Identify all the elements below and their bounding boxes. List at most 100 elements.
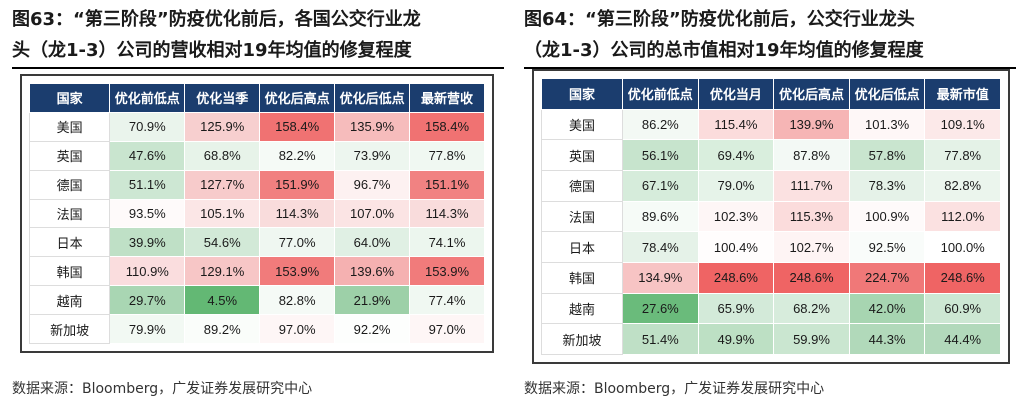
right-figure-panel: 图64：“第三阶段”防疫优化前后，公交行业龙头 （龙1-3）公司的总市值相对19… — [524, 0, 1016, 397]
column-header: 优化当季 — [184, 83, 261, 113]
table-row: 新加坡 51.4% 49.9% 59.9% 44.3% 44.4% — [540, 323, 1001, 355]
value-cell: 151.1% — [409, 169, 485, 200]
left-title-line1: 图63：“第三阶段”防疫优化前后，各国公交行业龙 — [12, 9, 421, 30]
table-row: 英国 56.1% 69.4% 87.8% 57.8% 77.8% — [540, 139, 1001, 171]
value-cell: 125.9% — [184, 111, 261, 142]
value-cell: 153.9% — [409, 256, 485, 287]
header-row: 国家 优化前低点 优化当月 优化后高点 优化后低点 最新市值 — [540, 78, 1001, 110]
value-cell: 42.0% — [848, 292, 926, 325]
table-row: 德国 51.1% 127.7% 151.9% 96.7% 151.1% — [28, 169, 485, 200]
country-cell: 英国 — [28, 140, 111, 171]
column-header: 最新市值 — [924, 78, 1001, 110]
value-cell: 151.9% — [259, 169, 336, 200]
right-source-note: 数据来源：Bloomberg，广发证券发展研究中心 — [524, 381, 825, 397]
country-cell: 德国 — [540, 169, 624, 202]
value-cell: 97.0% — [409, 314, 485, 344]
header-row: 国家 优化前低点 优化当季 优化后高点 优化后低点 最新营收 — [28, 83, 485, 113]
value-cell: 47.6% — [109, 140, 186, 171]
value-cell: 134.9% — [622, 261, 699, 294]
value-cell: 96.7% — [334, 169, 411, 200]
value-cell: 68.8% — [184, 140, 261, 171]
value-cell: 102.3% — [697, 200, 775, 233]
country-cell: 日本 — [28, 227, 111, 258]
value-cell: 60.9% — [924, 292, 1001, 325]
value-cell: 51.1% — [109, 169, 186, 200]
value-cell: 93.5% — [109, 198, 186, 229]
value-cell: 89.6% — [622, 200, 699, 233]
country-cell: 美国 — [28, 111, 111, 142]
column-header: 优化后高点 — [773, 78, 850, 110]
table-row: 新加坡 79.9% 89.2% 97.0% 92.2% 97.0% — [28, 314, 485, 344]
value-cell: 248.6% — [924, 261, 1001, 294]
country-cell: 日本 — [540, 231, 624, 263]
left-table-frame: 国家 优化前低点 优化当季 优化后高点 优化后低点 最新营收 美国 70.9% 125.9% 15… — [20, 74, 494, 353]
table-row: 法国 89.6% 102.3% 115.3% 100.9% 112.0% — [540, 200, 1001, 233]
table-row: 越南 27.6% 65.9% 68.2% 42.0% 60.9% — [540, 292, 1001, 325]
value-cell: 100.0% — [924, 231, 1001, 263]
value-cell: 73.9% — [334, 140, 411, 171]
value-cell: 79.9% — [109, 314, 186, 344]
value-cell: 100.9% — [848, 200, 926, 233]
right-title-line1: 图64：“第三阶段”防疫优化前后，公交行业龙头 — [524, 9, 915, 30]
value-cell: 64.0% — [334, 227, 411, 258]
country-cell: 韩国 — [540, 261, 624, 294]
value-cell: 158.4% — [409, 111, 485, 142]
value-cell: 65.9% — [697, 292, 775, 325]
column-header: 优化后高点 — [259, 83, 336, 113]
column-header: 优化前低点 — [622, 78, 699, 110]
value-cell: 158.4% — [259, 111, 336, 142]
table-row: 德国 67.1% 79.0% 111.7% 78.3% 82.8% — [540, 169, 1001, 202]
value-cell: 115.4% — [697, 108, 775, 141]
right-title-rule — [524, 67, 1016, 69]
value-cell: 110.9% — [109, 256, 186, 287]
value-cell: 49.9% — [697, 323, 775, 355]
value-cell: 82.8% — [259, 285, 336, 315]
value-cell: 78.4% — [622, 231, 699, 263]
table-row: 日本 78.4% 100.4% 102.7% 92.5% 100.0% — [540, 231, 1001, 263]
value-cell: 135.9% — [334, 111, 411, 142]
value-cell: 77.8% — [409, 140, 485, 171]
right-figure-title: 图64：“第三阶段”防疫优化前后，公交行业龙头 （龙1-3）公司的总市值相对19… — [524, 4, 1016, 66]
value-cell: 105.1% — [184, 198, 261, 229]
table-row: 越南 29.7% 4.5% 82.8% 21.9% 77.4% — [28, 285, 485, 315]
column-header: 最新营收 — [409, 83, 485, 113]
value-cell: 69.4% — [697, 139, 775, 171]
value-cell: 77.4% — [409, 285, 485, 315]
value-cell: 39.9% — [109, 227, 186, 258]
table-row: 韩国 134.9% 248.6% 248.6% 224.7% 248.6% — [540, 261, 1001, 294]
value-cell: 29.7% — [109, 285, 186, 315]
value-cell: 114.3% — [409, 198, 485, 229]
value-cell: 79.0% — [697, 169, 775, 202]
value-cell: 68.2% — [773, 292, 850, 325]
right-table-frame: 国家 优化前低点 优化当月 优化后高点 优化后低点 最新市值 美国 86.2% 115.4% 13… — [532, 69, 1010, 364]
value-cell: 44.3% — [848, 323, 926, 355]
value-cell: 114.3% — [259, 198, 336, 229]
country-cell: 英国 — [540, 139, 624, 171]
column-header: 优化前低点 — [109, 83, 186, 113]
table-row: 韩国 110.9% 129.1% 153.9% 139.6% 153.9% — [28, 256, 485, 287]
value-cell: 111.7% — [773, 169, 850, 202]
table-row: 日本 39.9% 54.6% 77.0% 64.0% 74.1% — [28, 227, 485, 258]
value-cell: 54.6% — [184, 227, 261, 258]
value-cell: 77.8% — [924, 139, 1001, 171]
country-cell: 越南 — [28, 285, 111, 315]
column-header-country: 国家 — [28, 83, 111, 113]
value-cell: 89.2% — [184, 314, 261, 344]
value-cell: 57.8% — [848, 139, 926, 171]
value-cell: 109.1% — [924, 108, 1001, 141]
value-cell: 92.5% — [848, 231, 926, 263]
value-cell: 59.9% — [773, 323, 850, 355]
value-cell: 100.4% — [697, 231, 775, 263]
value-cell: 129.1% — [184, 256, 261, 287]
value-cell: 127.7% — [184, 169, 261, 200]
country-cell: 越南 — [540, 292, 624, 325]
value-cell: 27.6% — [622, 292, 699, 325]
table-row: 美国 70.9% 125.9% 158.4% 135.9% 158.4% — [28, 111, 485, 142]
table-row: 法国 93.5% 105.1% 114.3% 107.0% 114.3% — [28, 198, 485, 229]
value-cell: 107.0% — [334, 198, 411, 229]
value-cell: 44.4% — [924, 323, 1001, 355]
table-row: 美国 86.2% 115.4% 139.9% 101.3% 109.1% — [540, 108, 1001, 141]
value-cell: 87.8% — [773, 139, 850, 171]
column-header: 优化后低点 — [334, 83, 411, 113]
left-source-note: 数据来源：Bloomberg，广发证券发展研究中心 — [12, 381, 313, 397]
